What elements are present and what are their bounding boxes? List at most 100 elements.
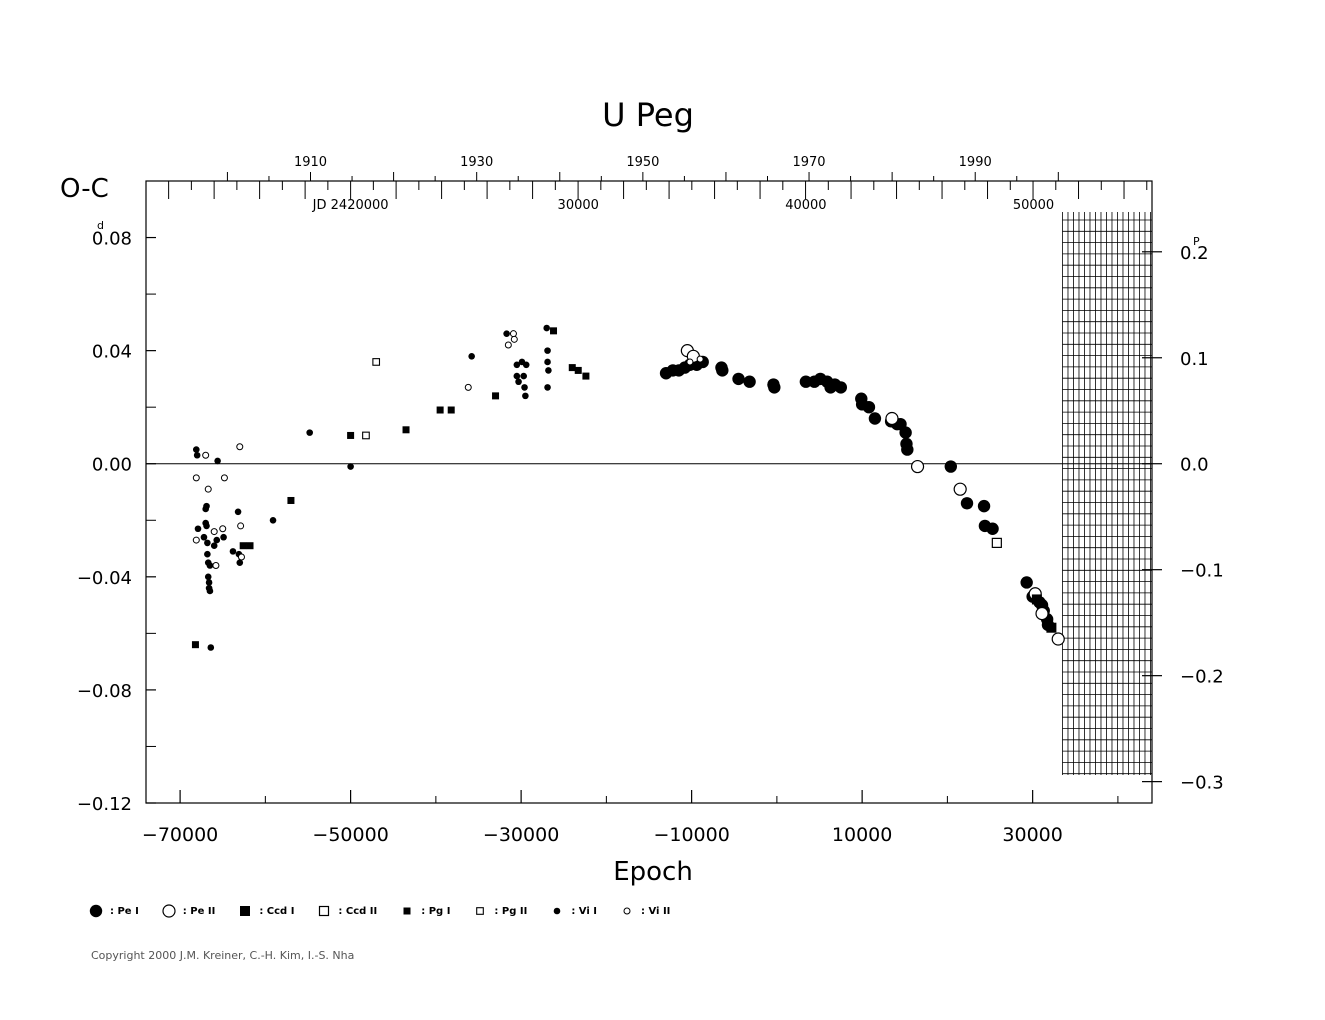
y-tick-label: −0.08 (77, 681, 132, 702)
top-year-label: 1950 (626, 155, 659, 170)
point-vi-i (468, 352, 475, 360)
x-tick-label: −50000 (312, 824, 388, 846)
point-vi-ii (212, 562, 220, 570)
point-ccd-ii (991, 537, 1002, 548)
point-vi-i (513, 361, 521, 369)
x-tick-label: −10000 (653, 824, 729, 846)
point-vi-i (206, 587, 214, 595)
point-pg-ii (372, 358, 381, 366)
point-vi-ii (204, 485, 212, 493)
point-ccd-i (1046, 622, 1057, 633)
point-pg-i (492, 392, 500, 400)
point-vi-ii (202, 451, 210, 459)
point-vi-i (193, 446, 200, 453)
y-tick-label: −0.04 (77, 568, 132, 589)
point-vi-i (214, 457, 221, 465)
legend-marker (162, 904, 176, 918)
point-pe-i (834, 381, 848, 394)
oc-diagram-chart: U Peg O-C Epoch d P −70000 −50000 −30000 −1… (60, 96, 1224, 887)
point-vi-i (213, 536, 221, 544)
point-vi-i (203, 502, 210, 510)
legend-label: : Pe II (182, 905, 216, 917)
legend-item: : Pe I (88, 903, 139, 919)
point-vi-ii (237, 553, 245, 561)
legend-symbol (319, 905, 330, 917)
top-year-label: 1930 (460, 155, 493, 170)
x-tick-label: −30000 (483, 824, 559, 846)
y-unit-mark: d (97, 219, 104, 232)
point-pg-i (582, 372, 590, 380)
point-pe-ii (1035, 606, 1049, 621)
point-vi-i (545, 367, 552, 374)
point-vi-i (520, 372, 527, 380)
legend-symbol (403, 907, 411, 915)
point-pe-ii (953, 482, 967, 496)
x-axis-label: Epoch (613, 857, 693, 887)
legend-item: : Ccd II (316, 903, 377, 919)
point-vi-ii (686, 358, 694, 366)
chart-title: U Peg (602, 96, 694, 134)
legend-marker (403, 907, 411, 915)
point-vi-ii (210, 528, 218, 536)
legend-marker (554, 907, 561, 915)
point-pg-i (287, 496, 295, 504)
point-pe-i (862, 400, 876, 414)
x-tick-label: 30000 (1002, 824, 1062, 846)
plot-frame (145, 180, 1153, 804)
top-jd-label: 40000 (785, 198, 826, 213)
legend-item: : Pg I (399, 903, 450, 919)
point-pg-i (550, 327, 558, 335)
point-vi-ii (464, 383, 472, 391)
hatched-region (1062, 212, 1152, 775)
right-tick-label: −0.2 (1180, 667, 1224, 688)
right-tick-label: −0.1 (1180, 561, 1224, 582)
legend-item: : Vi II (619, 903, 670, 919)
point-vi-i (229, 548, 237, 555)
y-tick-label: −0.12 (77, 794, 132, 815)
axis-ticks (146, 172, 1162, 804)
y-axis-label: O-C (60, 174, 109, 204)
point-pe-i (960, 497, 974, 510)
point-vi-i (543, 324, 550, 332)
legend-symbol (240, 906, 251, 916)
point-vi-i (193, 451, 201, 459)
point-vi-i (544, 347, 551, 354)
point-vi-i (204, 539, 211, 547)
point-pe-i (799, 375, 813, 388)
right-tick-label: 0.1 (1180, 349, 1209, 370)
data-points (191, 324, 1065, 651)
copyright-text: Copyright 2000 J.M. Kreiner, C.-H. Kim, … (91, 949, 355, 962)
top-jd-label: JD 2420000 (312, 198, 389, 213)
top-year-label: 1910 (294, 155, 327, 170)
point-vi-i (521, 384, 528, 391)
point-pe-i (977, 499, 991, 513)
point-vi-i (194, 525, 202, 533)
point-pe-i (716, 364, 729, 377)
point-pe-i (868, 412, 882, 425)
point-vi-i (205, 579, 213, 586)
point-vi-i (210, 542, 218, 550)
y-tick-label: 0.04 (92, 342, 132, 363)
legend-item: : Ccd I (237, 903, 294, 919)
point-vi-ii (237, 522, 245, 530)
point-pg-ii (362, 431, 370, 440)
point-vi-i (503, 330, 510, 337)
point-pe-i (768, 381, 781, 394)
legend-symbol (476, 907, 485, 915)
point-vi-i (513, 372, 521, 380)
point-vi-i (200, 533, 208, 541)
point-pe-i (743, 375, 756, 388)
point-pg-i (568, 364, 576, 372)
point-pg-i (239, 542, 247, 550)
point-vi-ii (504, 341, 512, 349)
legend-label: : Pg I (421, 905, 451, 917)
legend-item: : Vi I (549, 903, 597, 919)
legend-marker (623, 907, 631, 915)
x-tick-label: 10000 (832, 824, 892, 846)
point-vi-ii (509, 330, 517, 338)
point-vi-i (544, 384, 551, 391)
legend-symbol (89, 904, 103, 918)
point-pg-i (574, 366, 582, 374)
legend-label: : Vi II (641, 905, 671, 917)
point-vi-i (515, 378, 522, 386)
